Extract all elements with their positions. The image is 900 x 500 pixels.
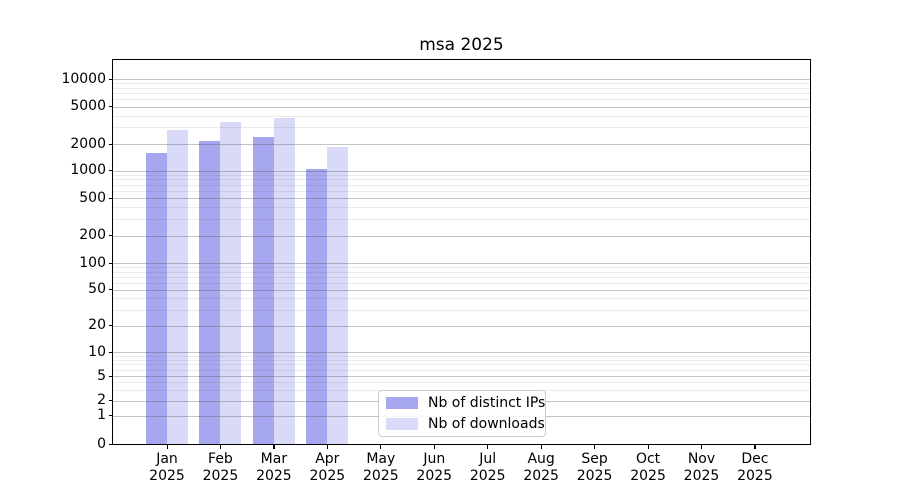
- plot-area: Nb of distinct IPs Nb of downloads: [112, 59, 811, 445]
- y-tick-label: 100: [79, 254, 106, 271]
- x-tick-label-jan: Jan 2025: [149, 451, 185, 484]
- y-tick-mark: [109, 143, 113, 145]
- y-tick-mark: [109, 235, 113, 237]
- y-tick-mark: [109, 443, 113, 445]
- y-tick-label: 1: [97, 407, 106, 423]
- major-gridline: [113, 79, 810, 80]
- bar-downloads-mar: [273, 117, 295, 444]
- x-tick-label-feb: Feb 2025: [202, 451, 239, 484]
- chart-title: msa 2025: [419, 35, 504, 55]
- x-tick-mark: [540, 445, 542, 449]
- bar-distinct-ips-apr: [306, 169, 328, 444]
- legend-label-distinct-ips: Nb of distinct IPs: [428, 395, 546, 411]
- bar-distinct-ips-feb: [199, 141, 221, 444]
- y-tick-label: 10000: [61, 70, 106, 87]
- y-tick-mark: [109, 325, 113, 327]
- x-tick-mark: [647, 445, 649, 449]
- y-tick-mark: [109, 375, 113, 377]
- minor-gridline: [113, 99, 810, 101]
- x-tick-mark: [326, 445, 329, 449]
- legend-item-distinct-ips: Nb of distinct IPs: [386, 395, 545, 411]
- x-tick-mark: [219, 445, 222, 449]
- y-tick-label: 200: [79, 227, 106, 243]
- y-tick-label: 1000: [70, 162, 106, 178]
- y-tick-label: 2000: [70, 135, 106, 152]
- major-gridline: [113, 106, 810, 108]
- minor-gridline: [113, 87, 810, 89]
- x-tick-label-aug: Aug 2025: [523, 451, 559, 484]
- y-tick-mark: [109, 351, 113, 353]
- bar-distinct-ips-jan: [146, 152, 167, 444]
- y-tick-mark: [109, 78, 113, 80]
- x-tick-mark: [594, 445, 596, 449]
- bar-downloads-apr: [327, 146, 349, 444]
- y-tick-label: 2: [97, 392, 106, 408]
- x-tick-label-dec: Dec 2025: [737, 451, 773, 484]
- y-tick-mark: [109, 106, 113, 108]
- minor-gridline: [113, 93, 810, 95]
- y-tick-mark: [109, 400, 113, 402]
- y-tick-mark: [109, 197, 113, 199]
- y-tick-label: 5000: [70, 98, 106, 114]
- minor-gridline: [113, 127, 810, 129]
- y-tick-label: 5: [97, 367, 106, 384]
- x-tick-mark: [701, 445, 703, 449]
- y-tick-mark: [109, 289, 113, 291]
- y-tick-mark: [109, 415, 113, 417]
- y-tick-label: 20: [88, 317, 106, 333]
- x-tick-label-sep: Sep 2025: [576, 451, 613, 484]
- x-tick-mark: [166, 445, 168, 449]
- legend-item-downloads: Nb of downloads: [386, 416, 545, 432]
- bar-downloads-feb: [220, 122, 242, 444]
- minor-gridline: [113, 115, 810, 117]
- y-tick-label: 10: [88, 343, 106, 360]
- bar-downloads-jan: [167, 130, 188, 444]
- x-tick-label-oct: Oct 2025: [630, 451, 666, 484]
- x-tick-label-may: May 2025: [362, 451, 399, 484]
- legend-swatch-downloads: [386, 418, 418, 430]
- y-tick-label: 0: [97, 435, 106, 452]
- bar-distinct-ips-mar: [252, 136, 274, 444]
- legend-swatch-distinct-ips: [386, 397, 418, 409]
- x-tick-mark: [487, 445, 489, 449]
- y-tick-mark: [109, 262, 113, 264]
- y-tick-label: 500: [79, 189, 106, 206]
- y-tick-label: 50: [88, 281, 106, 297]
- x-tick-label-jun: Jun 2025: [416, 451, 453, 484]
- legend: Nb of distinct IPs Nb of downloads: [378, 390, 546, 437]
- x-tick-mark: [433, 445, 435, 449]
- x-tick-mark: [754, 445, 756, 449]
- legend-label-downloads: Nb of downloads: [428, 416, 545, 432]
- x-tick-label-mar: Mar 2025: [256, 451, 292, 484]
- minor-gridline: [113, 83, 810, 85]
- x-tick-label-nov: Nov 2025: [683, 451, 720, 484]
- x-tick-mark: [380, 445, 382, 449]
- x-tick-label-jul: Jul 2025: [469, 451, 506, 484]
- x-tick-label-apr: Apr 2025: [309, 451, 346, 484]
- y-tick-mark: [109, 170, 113, 172]
- x-tick-mark: [273, 445, 275, 449]
